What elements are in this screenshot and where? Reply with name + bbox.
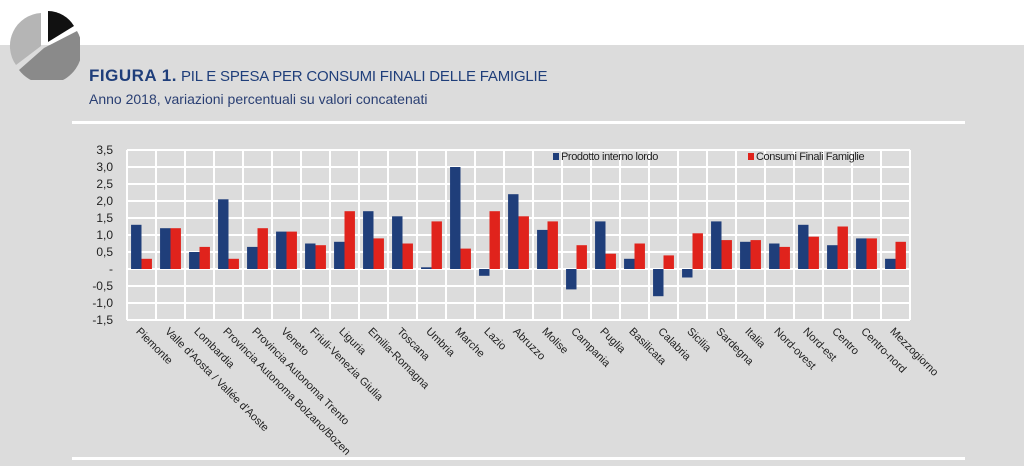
- bar-pil: [450, 167, 461, 269]
- x-tick-label: Italia: [742, 326, 768, 352]
- bar-consumi: [605, 253, 616, 269]
- bar-pil: [334, 241, 345, 269]
- bar-pil: [508, 194, 519, 269]
- y-tick-label: 3,0: [96, 160, 113, 174]
- top-divider: [72, 121, 965, 124]
- bar-pil: [682, 269, 693, 278]
- bar-consumi: [779, 246, 790, 269]
- bar-pil: [247, 246, 258, 269]
- bar-consumi: [837, 226, 848, 269]
- bar-consumi: [170, 228, 181, 269]
- bar-consumi: [895, 241, 906, 269]
- bar-consumi: [286, 231, 297, 269]
- bar-pil: [537, 229, 548, 269]
- bar-pil: [769, 243, 780, 269]
- figure-title: FIGURA 1. PIL E SPESA PER CONSUMI FINALI …: [89, 66, 548, 86]
- figure-subtitle: Anno 2018, variazioni percentuali su val…: [89, 91, 428, 107]
- figure-label: FIGURA 1.: [89, 66, 177, 85]
- bar-pil: [798, 224, 809, 269]
- bar-pil: [421, 267, 432, 269]
- legend-swatch: [748, 153, 754, 160]
- x-tick-label: Marche: [452, 326, 486, 360]
- bar-pil: [479, 269, 490, 276]
- bar-pil: [653, 269, 664, 297]
- bar-consumi: [721, 240, 732, 269]
- bar-consumi: [634, 243, 645, 269]
- bar-pil: [711, 221, 722, 269]
- bar-consumi: [199, 246, 210, 269]
- bar-pil: [856, 238, 867, 269]
- y-tick-label: -0,5: [92, 279, 113, 293]
- bar-consumi: [866, 238, 877, 269]
- bar-consumi: [141, 258, 152, 269]
- y-tick-label: 3,5: [96, 143, 113, 157]
- bar-consumi: [431, 221, 442, 269]
- bar-consumi: [663, 255, 674, 269]
- legend-label: Consumi Finali Famiglie: [756, 151, 864, 163]
- x-tick-label: Lazio: [481, 326, 508, 353]
- legend-swatch: [553, 153, 559, 160]
- bar-consumi: [518, 216, 529, 269]
- bar-consumi: [257, 228, 268, 269]
- bar-consumi: [402, 243, 413, 269]
- bar-consumi: [228, 258, 239, 269]
- bar-pil: [131, 224, 142, 269]
- bar-pil: [624, 258, 635, 269]
- bar-consumi: [460, 248, 471, 269]
- y-tick-label: 1,0: [96, 228, 113, 242]
- bar-consumi: [692, 233, 703, 269]
- legend-label: Prodotto interno lordo: [561, 151, 658, 163]
- y-tick-label: -1,0: [92, 296, 113, 310]
- bar-consumi: [808, 236, 819, 269]
- y-tick-label: 2,0: [96, 194, 113, 208]
- y-tick-label: 0,5: [96, 245, 113, 259]
- bar-pil: [363, 211, 374, 269]
- bar-pil: [595, 221, 606, 269]
- bottom-divider: [72, 457, 965, 460]
- bar-pil: [276, 231, 287, 269]
- y-tick-label: 1,5: [96, 211, 113, 225]
- bar-pil: [740, 241, 751, 269]
- bar-pil: [885, 258, 896, 269]
- bar-consumi: [373, 238, 384, 269]
- bar-consumi: [576, 245, 587, 269]
- title-text: PIL E SPESA PER CONSUMI FINALI DELLE FAM…: [180, 68, 548, 85]
- bar-pil: [160, 228, 171, 269]
- pie-logo-icon: [9, 11, 80, 80]
- bar-consumi: [489, 211, 500, 269]
- bar-pil: [218, 199, 229, 269]
- y-tick-label: 2,5: [96, 177, 113, 191]
- bar-consumi: [547, 221, 558, 269]
- bar-consumi: [344, 211, 355, 269]
- y-tick-label: -: [109, 262, 113, 276]
- bar-pil: [392, 216, 403, 269]
- bar-pil: [305, 243, 316, 269]
- bar-pil: [189, 252, 200, 269]
- bar-consumi: [315, 245, 326, 269]
- y-tick-label: -1,5: [92, 313, 113, 327]
- bar-pil: [827, 245, 838, 269]
- bar-pil: [566, 269, 577, 290]
- bar-consumi: [750, 240, 761, 269]
